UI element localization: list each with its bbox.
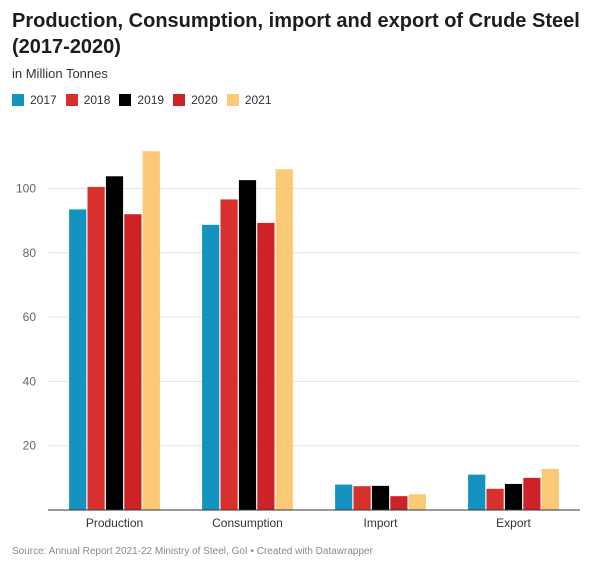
y-tick-label: 100 <box>16 182 36 196</box>
y-tick-label: 40 <box>23 374 37 388</box>
bar-2018-import <box>353 486 371 510</box>
legend-label: 2019 <box>137 93 165 107</box>
bar-2018-consumption <box>220 199 238 510</box>
bar-2021-export <box>541 468 559 510</box>
bar-2017-consumption <box>202 224 220 510</box>
bar-2017-production <box>69 209 87 510</box>
source-note: Source: Annual Report 2021-22 Ministry o… <box>12 546 373 557</box>
bar-2019-export <box>504 483 523 510</box>
legend-swatch <box>12 94 24 106</box>
bar-2020-import <box>390 496 408 510</box>
x-tick-label: Export <box>496 516 531 530</box>
legend: 2017 2018 2019 2020 2021 <box>12 93 272 107</box>
legend-item: 2019 <box>119 93 164 107</box>
legend-item: 2018 <box>65 93 111 107</box>
legend-label: 2020 <box>191 93 218 107</box>
legend-swatch <box>173 94 186 106</box>
bar-2017-export <box>468 474 486 510</box>
bar-2020-consumption <box>257 222 275 510</box>
legend-label: 2018 <box>83 93 111 107</box>
bar-2021-import <box>408 494 426 510</box>
legend-label: 2017 <box>30 93 57 107</box>
x-tick-label: Consumption <box>212 516 283 530</box>
legend-swatch <box>65 94 78 106</box>
legend-item: 2021 <box>226 93 272 107</box>
legend-swatch <box>226 94 239 106</box>
bar-2018-export <box>486 488 504 510</box>
y-tick-label: 60 <box>23 310 37 324</box>
x-tick-label: Production <box>86 516 143 530</box>
bar-2019-import <box>371 485 390 510</box>
legend-swatch <box>119 94 132 106</box>
bar-2020-export <box>523 477 541 510</box>
bar-2019-consumption <box>238 180 257 511</box>
x-tick-label: Import <box>363 516 398 530</box>
chart-title: Production, Consumption, import and expo… <box>12 10 580 58</box>
bar-2020-production <box>124 214 142 510</box>
chart-subtitle: in Million Tonnes <box>12 66 108 81</box>
legend-item: 2017 <box>12 93 57 107</box>
bar-2021-consumption <box>275 169 293 510</box>
legend-item: 2020 <box>173 93 218 107</box>
bar-2021-production <box>142 151 160 510</box>
bar-2019-production <box>105 176 124 510</box>
bar-2018-production <box>87 186 105 510</box>
legend-label: 2021 <box>244 93 272 107</box>
bar-2017-import <box>335 484 353 510</box>
y-tick-label: 80 <box>23 246 37 260</box>
y-tick-label: 20 <box>23 439 37 453</box>
